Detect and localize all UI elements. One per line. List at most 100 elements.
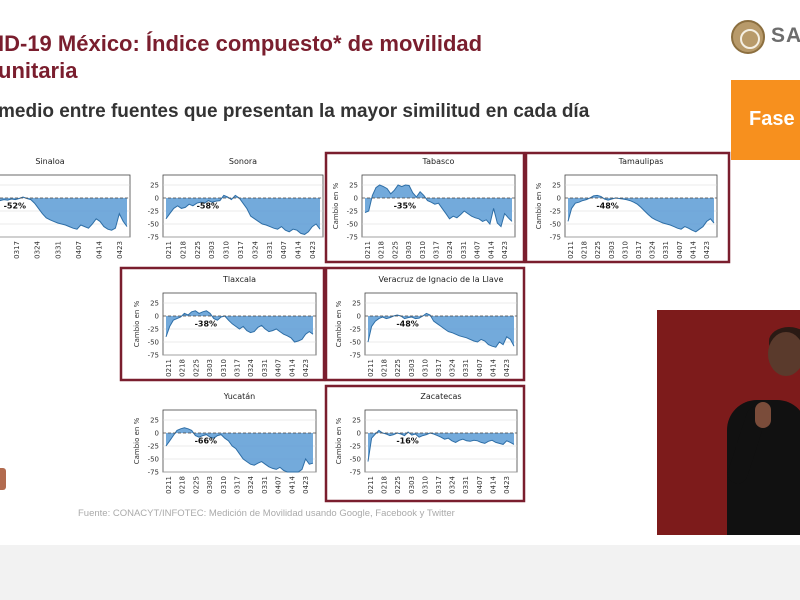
pct-change-label: -35%	[394, 201, 416, 210]
y-tick-label: 0	[155, 430, 159, 438]
x-tick-label: 0317	[234, 476, 242, 494]
x-tick-label: 0331	[261, 359, 269, 377]
x-tick-label: 0218	[581, 241, 589, 259]
x-tick-label: 0211	[364, 241, 372, 259]
x-tick-label: 0303	[408, 476, 416, 494]
panel-highlight-frame	[119, 266, 326, 382]
fase-label: Fase	[749, 108, 795, 130]
chart-panel-2: Sonora 25 0 -25 -50 -75 0211 0218 0225 0303 0310 03…	[148, 157, 324, 259]
y-tick-label: -75	[550, 234, 561, 242]
series-area	[166, 427, 313, 472]
x-tick-label: 0414	[489, 475, 497, 493]
x-tick-label: 0414	[689, 240, 697, 258]
series-line	[567, 194, 715, 233]
x-tick-label: 0331	[54, 241, 62, 259]
y-tick-label: 25	[349, 182, 358, 190]
panel-title: Tabasco	[422, 157, 455, 166]
slide: ID-19 México: Índice compuesto* de movil…	[0, 0, 800, 545]
x-tick-label: 0303	[408, 359, 416, 377]
x-tick-label: 0407	[474, 241, 482, 259]
x-tick-label: 0414	[95, 240, 103, 258]
x-tick-label: 0317	[433, 241, 441, 259]
series-line	[165, 194, 321, 235]
panel-title: Tamaulipas	[618, 157, 664, 166]
x-tick-label: 0225	[394, 476, 402, 494]
x-tick-label: 0218	[179, 476, 187, 494]
x-tick-label: 0310	[220, 476, 228, 494]
y-tick-label: -75	[350, 352, 361, 360]
x-tick-label: 0317	[435, 476, 443, 494]
y-tick-label: 0	[357, 313, 361, 321]
plot-area	[162, 409, 317, 473]
x-tick-label: 0331	[261, 476, 269, 494]
y-tick-label: 25	[552, 182, 561, 190]
interpreter-head	[768, 332, 800, 376]
panel-title: Veracruz de Ignacio de la Llave	[379, 275, 504, 284]
x-tick-label: 0218	[179, 359, 187, 377]
x-tick-label: 0331	[662, 241, 670, 259]
x-tick-label: 0317	[435, 359, 443, 377]
y-tick-label: 0	[155, 313, 159, 321]
chart-panel-6: Veracruz de Ignacio de la Llave 25 0 -25 -50…	[324, 266, 526, 382]
y-tick-label: 0	[155, 195, 159, 203]
y-tick-label: -50	[550, 221, 561, 229]
y-tick-label: -25	[148, 208, 159, 216]
panel-highlight-frame	[524, 151, 731, 264]
y-tick-label: 0	[357, 430, 361, 438]
x-tick-label: 0303	[206, 476, 214, 494]
x-tick-label: 0218	[381, 476, 389, 494]
series-area	[166, 310, 313, 342]
x-tick-label: 0423	[302, 359, 310, 377]
x-tick-label: 0423	[703, 241, 711, 259]
pct-change-label: -66%	[195, 436, 217, 445]
x-tick-label: 0324	[34, 240, 42, 258]
chart-panel-1: Sinaloa250-25-50-75022503030317032403310…	[0, 157, 131, 259]
x-tick-label: 0211	[367, 359, 375, 377]
x-tick-label: 0225	[594, 241, 602, 259]
series-line	[364, 184, 513, 228]
y-tick-label: -75	[148, 234, 159, 242]
x-tick-label: 0211	[367, 476, 375, 494]
x-tick-label: 0218	[381, 359, 389, 377]
x-tick-label: 0331	[266, 241, 274, 259]
plot-area	[0, 174, 131, 238]
x-tick-label: 0225	[194, 241, 202, 259]
x-tick-label: 0303	[208, 241, 216, 259]
y-tick-label: -75	[350, 469, 361, 477]
series-line	[0, 196, 128, 231]
x-tick-label: 0407	[476, 359, 484, 377]
slide-title: ID-19 México: Índice compuesto* de movil…	[0, 30, 598, 84]
pct-change-label: -48%	[596, 201, 618, 210]
x-tick-label: 0331	[460, 241, 468, 259]
x-tick-label: 0414	[489, 358, 497, 376]
plot-area	[564, 174, 718, 238]
plot-area	[361, 174, 516, 238]
y-tick-label: -50	[347, 221, 358, 229]
series-line	[165, 310, 314, 343]
y-tick-label: -75	[148, 352, 159, 360]
y-tick-label: -50	[148, 456, 159, 464]
source-note: Fuente: CONACYT/INFOTEC: Medición de Mov…	[78, 508, 455, 519]
y-tick-label: 25	[352, 300, 361, 308]
x-tick-label: 0414	[288, 358, 296, 376]
plot-area	[162, 174, 324, 238]
slide-subtitle: medio entre fuentes que presentan la may…	[0, 101, 590, 122]
x-tick-label: 0324	[251, 240, 259, 258]
y-axis-label: Cambio en %	[335, 300, 343, 347]
y-tick-label: 0	[354, 195, 358, 203]
x-tick-label: 0324	[247, 475, 255, 493]
y-tick-label: 25	[150, 300, 159, 308]
panel-highlight-frame	[324, 151, 526, 264]
pct-change-label: -52%	[4, 201, 26, 210]
x-tick-label: 0211	[165, 359, 173, 377]
y-tick-label: -25	[550, 208, 561, 216]
y-tick-label: -25	[148, 326, 159, 334]
series-area	[568, 195, 714, 232]
y-tick-label: -25	[148, 443, 159, 451]
x-tick-label: 0211	[567, 241, 575, 259]
x-tick-label: 0407	[275, 359, 283, 377]
y-tick-label: -50	[148, 339, 159, 347]
x-tick-label: 0211	[165, 476, 173, 494]
y-tick-label: -50	[350, 456, 361, 464]
y-tick-label: -50	[148, 221, 159, 229]
